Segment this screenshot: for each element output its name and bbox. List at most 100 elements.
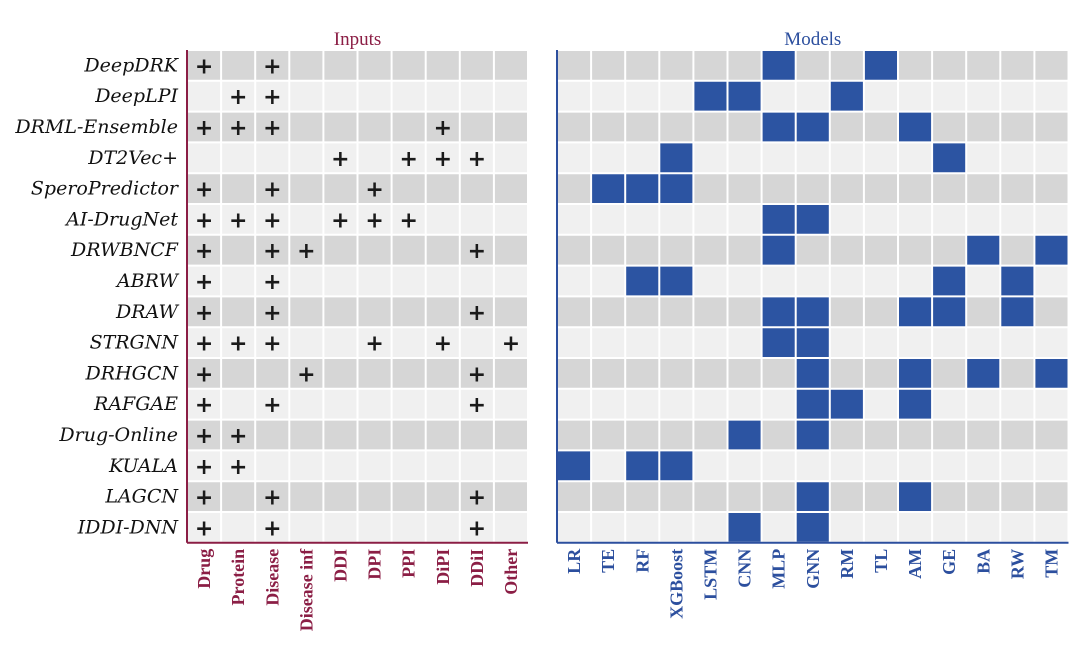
plus-marker: + [195, 362, 213, 387]
filled-cell [863, 50, 898, 81]
plus-marker: + [331, 208, 349, 233]
filled-cell [557, 450, 592, 482]
column-label: BA [973, 549, 993, 574]
row-label: DRML-Ensemble [14, 116, 178, 138]
column-label: PPI [399, 549, 419, 578]
filled-cell [761, 296, 796, 328]
filled-cell [659, 142, 694, 174]
filled-cell [795, 358, 830, 389]
filled-cell [795, 419, 830, 451]
plus-marker: + [434, 332, 452, 357]
filled-cell [795, 388, 830, 420]
row-band [557, 80, 1069, 112]
row-label: LAGCN [104, 486, 179, 508]
row-band [557, 50, 1069, 81]
filled-cell [761, 204, 796, 235]
plus-marker: + [195, 516, 213, 541]
plus-marker: + [229, 85, 247, 110]
filled-cell [727, 80, 762, 112]
row-label: SperoPredictor [31, 178, 180, 200]
filled-cell [659, 265, 694, 297]
filled-cell [829, 388, 864, 420]
filled-cell [898, 296, 933, 328]
plus-marker: + [468, 516, 486, 541]
plus-marker: + [195, 116, 213, 141]
filled-cell [1034, 234, 1069, 266]
filled-cell [761, 327, 796, 358]
column-label: DiPI [433, 549, 453, 585]
plus-marker: + [297, 239, 315, 264]
plus-marker: + [229, 116, 247, 141]
column-label: Protein [228, 549, 248, 606]
filled-cell [795, 512, 830, 543]
filled-cell [761, 234, 796, 266]
column-label: DDI [330, 549, 350, 582]
plus-marker: + [468, 239, 486, 264]
column-label: GE [939, 549, 959, 575]
column-label: GNN [803, 549, 823, 589]
filled-cell [932, 142, 967, 174]
plus-marker: + [468, 301, 486, 326]
plus-marker: + [468, 362, 486, 387]
plus-marker: + [229, 455, 247, 480]
column-label: Disease inf [296, 548, 316, 632]
plus-marker: + [263, 54, 281, 79]
plus-marker: + [195, 178, 213, 203]
column-label: RM [837, 549, 857, 579]
column-label: AM [905, 549, 925, 579]
filled-cell [693, 80, 728, 112]
filled-cell [625, 265, 660, 297]
column-label: MLP [769, 549, 789, 589]
column-label: LSTM [700, 549, 720, 600]
column-label: Drug [194, 549, 214, 589]
plus-marker: + [195, 424, 213, 449]
plus-marker: + [195, 455, 213, 480]
column-label: RF [632, 549, 652, 573]
filled-cell [1000, 296, 1035, 328]
models-panel-title: Models [784, 29, 841, 50]
plus-marker: + [195, 301, 213, 326]
row-label: KUALA [108, 455, 178, 477]
plus-marker: + [297, 362, 315, 387]
models-panel: Models LR TE RF XGBoost LSTM CNN MLP GNN RM TL AM G… [556, 29, 1070, 619]
plus-marker: + [399, 147, 417, 172]
column-label: LR [564, 548, 584, 574]
row-band [557, 142, 1069, 174]
plus-marker: + [229, 208, 247, 233]
plus-marker: + [263, 393, 281, 418]
filled-cell [761, 50, 796, 81]
filled-cell [1000, 265, 1035, 297]
plus-marker: + [468, 486, 486, 511]
filled-cell [795, 481, 830, 512]
plus-marker: + [399, 208, 417, 233]
plus-marker: + [468, 147, 486, 172]
plus-marker: + [263, 486, 281, 511]
plus-marker: + [229, 424, 247, 449]
plus-marker: + [263, 116, 281, 141]
plus-marker: + [263, 85, 281, 110]
filled-cell [898, 111, 933, 143]
plus-marker: + [195, 332, 213, 357]
row-label: DeepLPI [94, 85, 178, 107]
plus-marker: + [195, 54, 213, 79]
plus-marker: + [195, 486, 213, 511]
column-label: TM [1042, 549, 1062, 578]
filled-cell [795, 204, 830, 235]
filled-cell [1034, 358, 1069, 389]
filled-cell [727, 512, 762, 543]
filled-cell [659, 450, 694, 482]
plus-marker: + [263, 178, 281, 203]
plus-marker: + [195, 208, 213, 233]
filled-cell [795, 296, 830, 328]
plus-marker: + [263, 516, 281, 541]
row-label: DRWBNCF [70, 239, 179, 261]
column-label: CNN [735, 549, 755, 588]
filled-cell [795, 327, 830, 358]
row-label: IDDI-DNN [77, 516, 180, 538]
plus-marker: + [195, 270, 213, 295]
row-label: STRGNN [90, 332, 180, 354]
row-labels: DeepDRK DeepLPI DRML-Ensemble DT2Vec+ SperoP… [14, 54, 180, 538]
column-label: DDiI [467, 549, 487, 587]
row-label: ABRW [115, 270, 180, 292]
filled-cell [795, 111, 830, 143]
